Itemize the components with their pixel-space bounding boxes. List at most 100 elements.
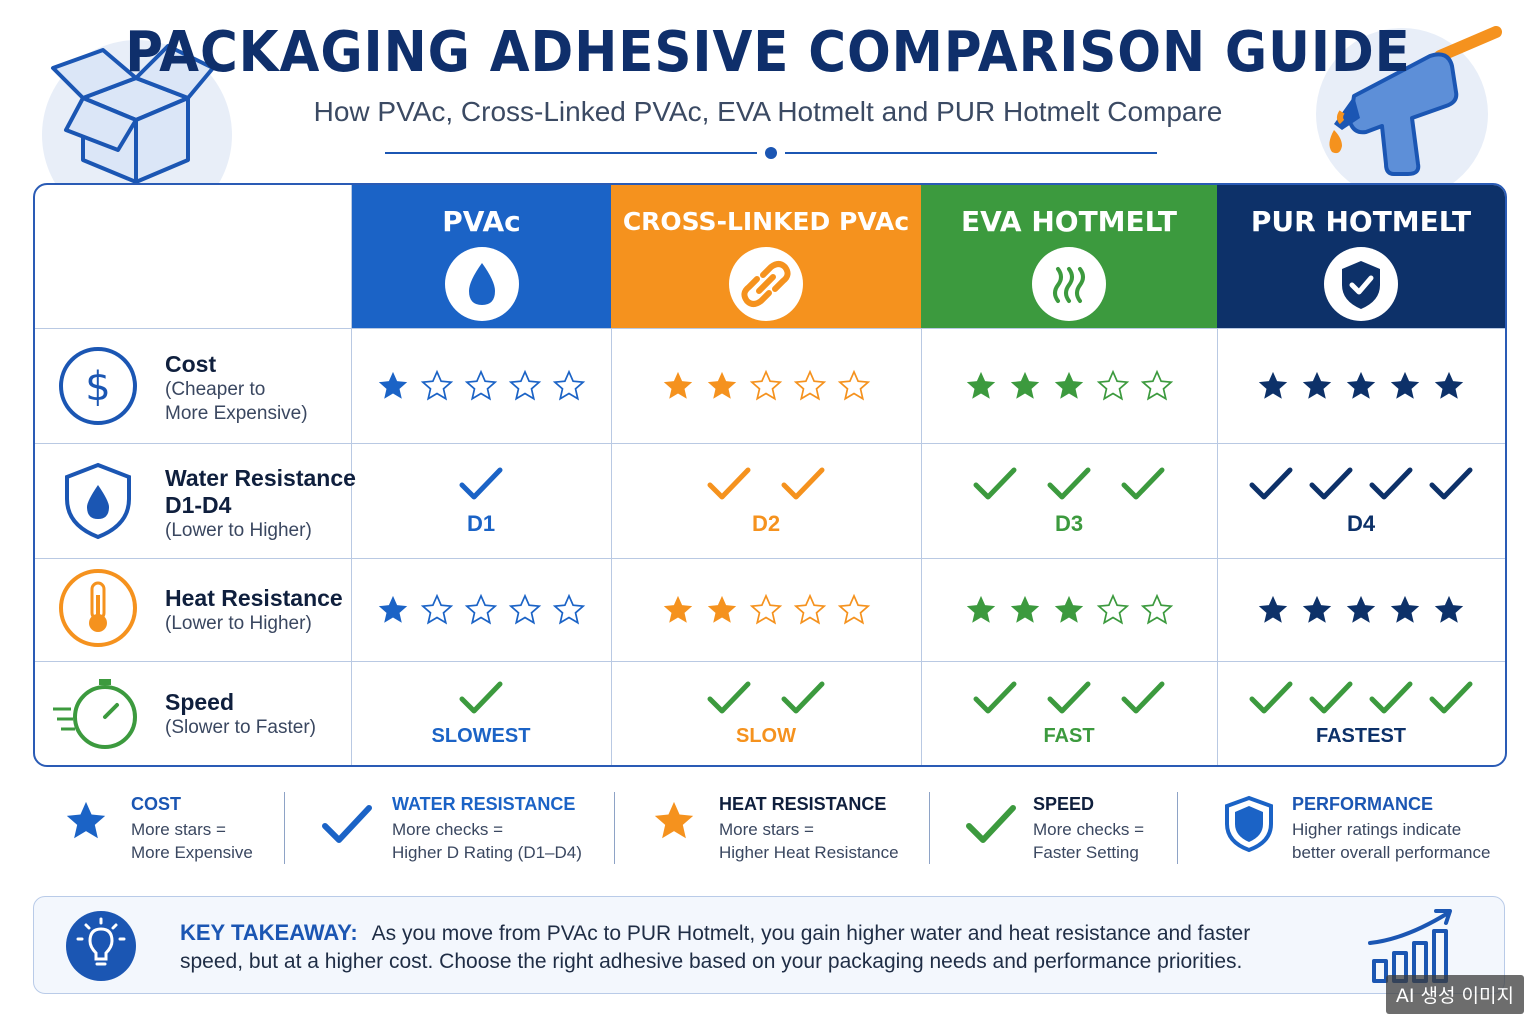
page-title: PACKAGING ADHESIVE COMPARISON GUIDE [125, 20, 1411, 85]
check-icon [459, 681, 503, 713]
empty-star-icon [1140, 593, 1174, 624]
row-title-heat-resistance: Heat Resistance [165, 585, 343, 611]
column-label-pur-hotmelt: PUR HOTMELT [1250, 205, 1472, 238]
check-icon [459, 467, 503, 499]
water-drop-icon [444, 247, 519, 321]
key-takeaway-body: As you move from PVAc to PUR Hotmelt, yo… [180, 922, 1251, 973]
heat-rating-pur-hotmelt [1217, 558, 1505, 661]
key-takeaway-text: KEY TAKEAWAY: As you move from PVAc to PU… [180, 919, 1300, 976]
legend-title-heat-resistance: HEAT RESISTANCE [719, 794, 887, 814]
water-rating-pur-hotmelt: D4 [1217, 443, 1505, 558]
filled-star-icon [1258, 595, 1288, 623]
row-subtitle-speed: (Slower to Faster) [165, 717, 316, 738]
legend-title-speed: SPEED [1033, 794, 1095, 814]
legend-desc-speed: More checks = Faster Setting [1033, 818, 1144, 864]
check-icon [1121, 467, 1165, 499]
legend-desc-speed-1: More checks = [1033, 820, 1145, 839]
dollar-icon: $ [59, 347, 137, 425]
chain-link-icon [729, 247, 803, 321]
legend-desc-heat-2: Higher Heat Resistance [719, 843, 899, 862]
legend-desc-performance-2: better overall performance [1292, 843, 1491, 862]
column-header-cross-linked-pvac: CROSS-LINKED PVAc [611, 185, 921, 328]
empty-star-icon [464, 369, 498, 400]
comparison-table: PVAc CROSS-LINKED PVAc EVA HOTMELT PUR H… [33, 183, 1507, 767]
shield-icon [1225, 795, 1273, 853]
check-icon [973, 467, 1017, 499]
heat-rating-cross-linked-pvac [611, 558, 921, 661]
water-label-pur-hotmelt: D4 [1346, 510, 1376, 536]
empty-star-icon [749, 593, 783, 624]
stopwatch-icon [53, 679, 137, 749]
filled-star-icon [707, 595, 737, 623]
filled-star-icon [1434, 595, 1464, 623]
page-subtitle: How PVAc, Cross-Linked PVAc, EVA Hotmelt… [313, 96, 1223, 127]
filled-star-icon [966, 595, 996, 623]
filled-star-icon [1346, 595, 1376, 623]
filled-star-icon [1054, 371, 1084, 399]
empty-star-icon [464, 593, 498, 624]
check-icon [1309, 467, 1353, 499]
column-header-pur-hotmelt: PUR HOTMELT [1217, 185, 1505, 328]
empty-star-icon [837, 369, 871, 400]
check-icon [1047, 681, 1091, 713]
check-icon [707, 681, 751, 713]
filled-star-icon [1054, 595, 1084, 623]
legend-desc-performance-1: Higher ratings indicate [1292, 820, 1462, 839]
filled-star-icon [1434, 371, 1464, 399]
column-header-pvac: PVAc [352, 185, 611, 328]
empty-star-icon [552, 369, 586, 400]
legend-item-speed: SPEED More checks = Faster Setting [965, 790, 1165, 870]
check-icon [1249, 467, 1293, 499]
filled-star-icon [1346, 371, 1376, 399]
filled-star-icon [1010, 595, 1040, 623]
legend-title-water-resistance: WATER RESISTANCE [392, 794, 576, 814]
cost-rating-cross-linked-pvac [611, 328, 921, 443]
row-label-water-resistance: Water Resistance D1-D4 (Lower to Higher) [165, 465, 356, 543]
row-subtitle-water-resistance: (Lower to Higher) [165, 520, 312, 541]
filled-star-icon [1390, 595, 1420, 623]
key-takeaway-box: KEY TAKEAWAY: As you move from PVAc to PU… [33, 896, 1505, 994]
row-title-cost: Cost [165, 351, 217, 377]
growth-chart-icon [1368, 909, 1452, 983]
filled-star-icon [1302, 371, 1332, 399]
star-icon [654, 801, 694, 839]
legend-desc-water-1: More checks = [392, 820, 504, 839]
speed-label-pur-hotmelt: FASTEST [1315, 724, 1406, 747]
row-title-water-resistance: Water Resistance [165, 465, 356, 491]
legend-desc-cost-2: More Expensive [131, 843, 253, 862]
row-label-speed: Speed (Slower to Faster) [165, 689, 316, 740]
legend-desc-speed-2: Faster Setting [1033, 843, 1139, 862]
water-rating-pvac: D1 [351, 443, 611, 558]
check-icon [1121, 681, 1165, 713]
column-header-eva-hotmelt: EVA HOTMELT [921, 185, 1217, 328]
empty-star-icon [420, 593, 454, 624]
thermometer-icon [59, 569, 137, 647]
empty-star-icon [1140, 369, 1174, 400]
check-icon [966, 805, 1016, 843]
row-label-heat-resistance: Heat Resistance (Lower to Higher) [165, 585, 343, 636]
water-label-pvac: D1 [466, 510, 496, 536]
legend-item-performance: PERFORMANCE Higher ratings indicate bette… [1223, 790, 1503, 870]
speed-label-pvac: SLOWEST [431, 724, 531, 747]
check-icon [1309, 681, 1353, 713]
svg-text:$: $ [85, 364, 110, 410]
filled-star-icon [378, 371, 408, 399]
check-icon [1369, 467, 1413, 499]
empty-star-icon [552, 593, 586, 624]
water-label-cross-linked-pvac: D2 [751, 510, 781, 536]
water-shield-icon [65, 462, 131, 540]
legend: COST More stars = More Expensive WATER RE… [33, 790, 1503, 870]
filled-star-icon [966, 371, 996, 399]
check-icon [1047, 467, 1091, 499]
check-icon [1369, 681, 1413, 713]
empty-star-icon [508, 593, 542, 624]
empty-star-icon [420, 369, 454, 400]
speed-label-eva-hotmelt: FAST [1043, 724, 1095, 747]
filled-star-icon [707, 371, 737, 399]
filled-star-icon [663, 595, 693, 623]
cost-rating-eva-hotmelt [921, 328, 1217, 443]
filled-star-icon [1010, 371, 1040, 399]
legend-item-heat-resistance: HEAT RESISTANCE More stars = Higher Heat … [651, 790, 931, 870]
shield-check-icon [1324, 247, 1398, 321]
heat-waves-icon [1032, 247, 1106, 321]
